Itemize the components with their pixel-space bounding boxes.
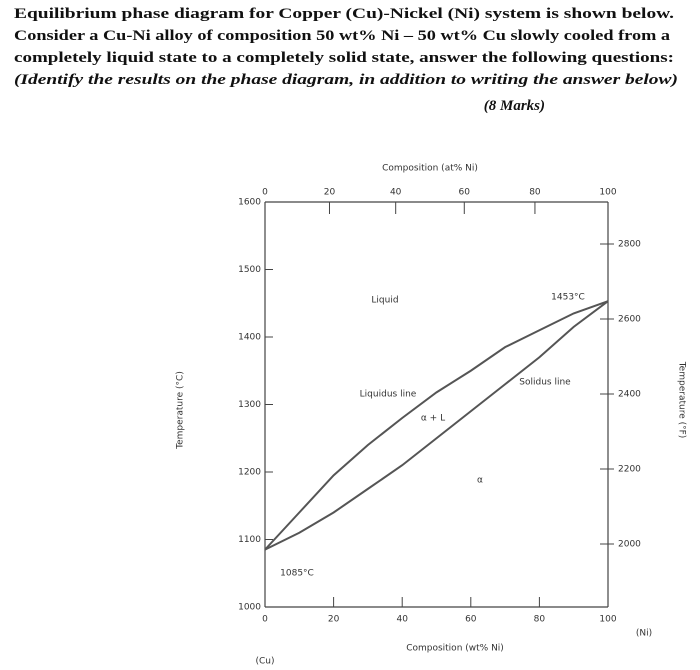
question-line: Equilibrium phase diagram for Copper (Cu… <box>14 6 674 22</box>
annotation: Liquid <box>371 296 398 306</box>
y-tick-label: 1200 <box>238 468 261 478</box>
x2-tick-label: 100 <box>599 188 616 198</box>
x-tick-label: 0 <box>262 615 268 625</box>
marks: (8 Marks) <box>484 98 545 114</box>
annotation: 1085°C <box>280 569 314 579</box>
y-tick-label: 1500 <box>238 265 261 275</box>
y-tick-label: 1100 <box>238 535 261 545</box>
phase-boundary <box>264 300 609 551</box>
y-tick-label: 1600 <box>238 198 261 208</box>
x-tick-label: 20 <box>328 615 340 625</box>
x2-tick-label: 40 <box>390 188 402 198</box>
y2-tick-label: 2200 <box>618 465 641 475</box>
x2-tick-label: 80 <box>529 188 541 198</box>
y2-tick-label: 2400 <box>618 390 641 400</box>
x2-tick-label: 60 <box>459 188 471 198</box>
annotation: Liquidus line <box>360 390 417 400</box>
x-tick-label: 60 <box>465 615 477 625</box>
y-tick-label: 1300 <box>238 400 261 410</box>
y2-tick-label: 2600 <box>618 315 641 325</box>
annotation: 1453°C <box>551 293 585 303</box>
x2-tick-label: 20 <box>324 188 336 198</box>
x-tick-label: 40 <box>396 615 408 625</box>
x-end-label: (Ni) <box>636 629 652 639</box>
annotation: α <box>477 476 483 486</box>
annotation: α + L <box>421 414 445 424</box>
phase-boundary <box>264 300 609 551</box>
y2-tick-label: 2800 <box>618 240 641 250</box>
question-line: completely liquid state to a completely … <box>14 50 674 66</box>
question-line: (Identify the results on the phase diagr… <box>14 72 678 88</box>
annotation: Solidus line <box>519 378 571 388</box>
x-axis-title: Composition (wt% Ni) <box>406 644 504 654</box>
y2-tick-label: 2000 <box>618 540 641 550</box>
x-tick-label: 80 <box>534 615 546 625</box>
y-tick-label: 1400 <box>238 333 261 343</box>
y2-axis-title: Temperature (°F) <box>677 361 687 439</box>
top-axis-title: Composition (at% Ni) <box>382 164 478 174</box>
y-tick-label: 1000 <box>238 603 261 613</box>
question-line: Consider a Cu-Ni alloy of composition 50… <box>14 28 671 44</box>
y-axis-title: Temperature (°C) <box>176 371 186 450</box>
x2-tick-label: 0 <box>262 188 268 198</box>
x-end-label: (Cu) <box>255 657 274 667</box>
x-tick-label: 100 <box>599 615 616 625</box>
